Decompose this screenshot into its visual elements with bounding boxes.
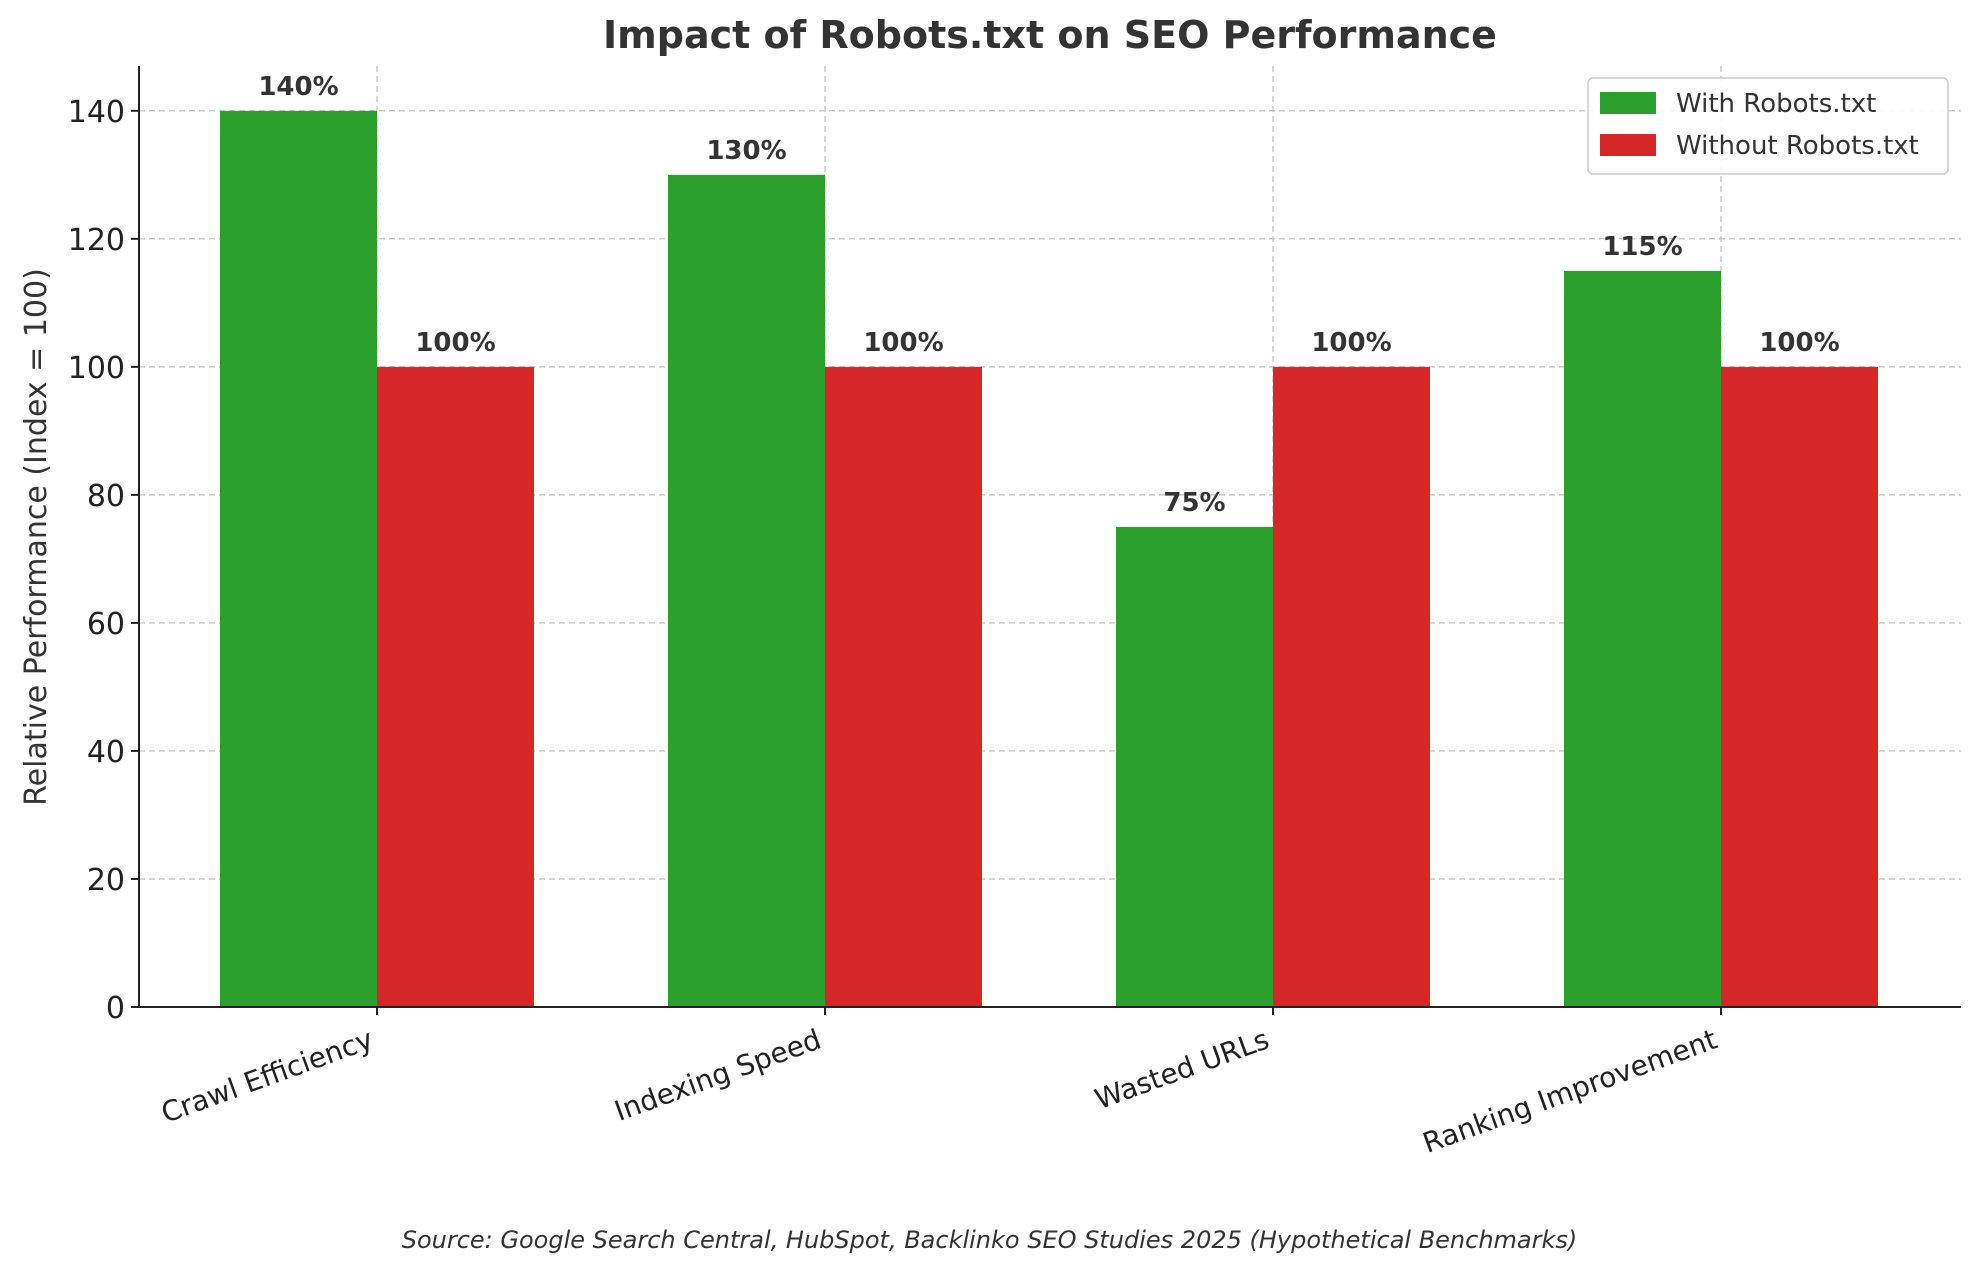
legend-swatch (1600, 92, 1656, 114)
y-tick-label: 60 (87, 607, 125, 642)
y-tick-label: 120 (68, 223, 125, 258)
source-note: Source: Google Search Central, HubSpot, … (401, 1226, 1578, 1254)
legend: With Robots.txt Without Robots.txt (1587, 77, 1949, 175)
y-tick-label: 40 (87, 735, 125, 770)
legend-label: With Robots.txt (1676, 89, 1876, 119)
bar-value-label: 100% (863, 328, 943, 358)
bar-value-label: 100% (415, 328, 495, 358)
x-tick-label: Crawl Efficiency (157, 1023, 378, 1130)
bar-value-label: 100% (1311, 328, 1391, 358)
y-tick-label: 0 (106, 991, 125, 1026)
bar-value-label: 115% (1602, 232, 1682, 262)
bar-with-robots (220, 110, 377, 1008)
y-axis-label: Relative Performance (Index = 100) (19, 268, 54, 806)
x-tick-label: Indexing Speed (610, 1023, 825, 1128)
bar-value-label: 140% (258, 72, 338, 102)
bar-without-robots (377, 366, 534, 1007)
legend-box (1587, 77, 1949, 175)
bar-with-robots (668, 174, 825, 1008)
y-tick-label: 140 (68, 95, 125, 130)
bar-with-robots (1116, 526, 1273, 1007)
bar-value-label: 130% (706, 136, 786, 166)
bar-value-label: 100% (1759, 328, 1839, 358)
bar-without-robots (825, 366, 982, 1007)
y-tick-label: 100 (68, 351, 125, 386)
legend-swatch (1600, 134, 1656, 156)
bar-with-robots (1564, 270, 1721, 1008)
legend-label: Without Robots.txt (1676, 131, 1919, 161)
y-tick-label: 20 (87, 863, 125, 898)
bar-value-labels: 140% 130% 75% 115% 100% 100% 100% 100% (258, 72, 1839, 518)
y-tick-label: 80 (87, 479, 125, 514)
x-tick-label: Wasted URLs (1090, 1023, 1273, 1116)
bar-without-robots (1273, 366, 1430, 1007)
bars (220, 110, 1878, 1008)
bar-without-robots (1721, 366, 1878, 1007)
x-tick-label: Ranking Improvement (1418, 1023, 1721, 1160)
chart-title: Impact of Robots.txt on SEO Performance (603, 13, 1497, 57)
bar-value-label: 75% (1163, 488, 1225, 518)
